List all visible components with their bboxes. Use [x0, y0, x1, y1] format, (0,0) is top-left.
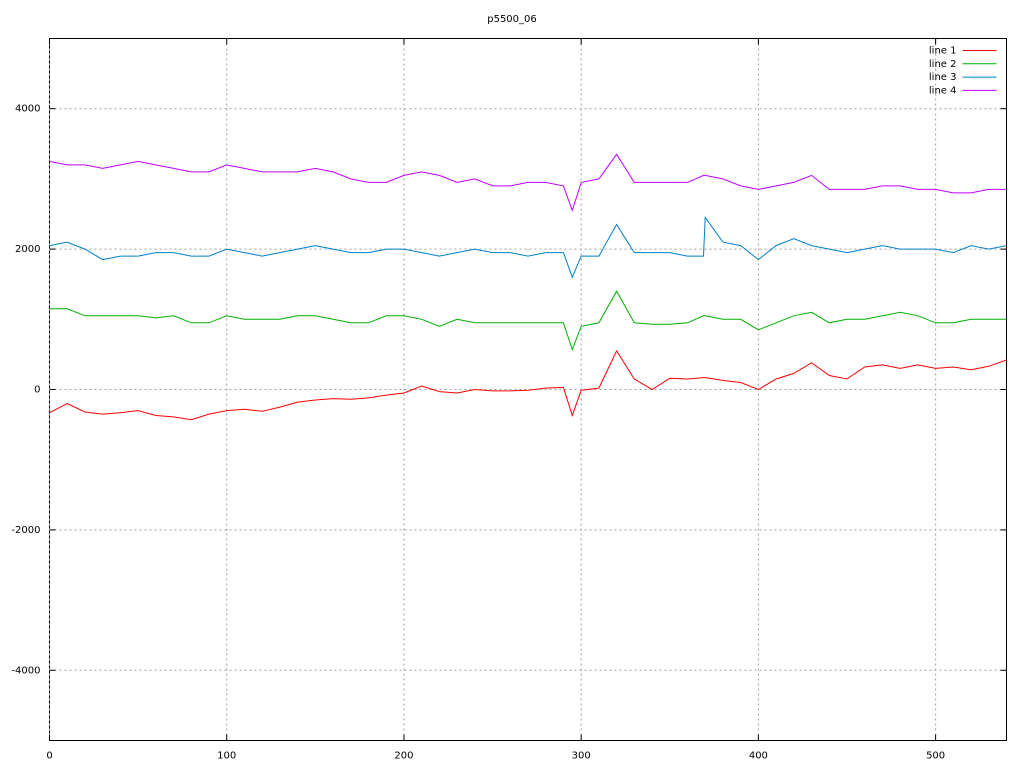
y-tick-label: 4000 [15, 104, 40, 115]
legend-label: line 3 [929, 72, 957, 83]
data-line [49, 216, 1007, 279]
x-tick-label: 200 [394, 751, 413, 762]
legend-label: line 2 [929, 59, 957, 70]
y-tick-label: 2000 [15, 244, 40, 255]
data-line [49, 349, 1007, 421]
y-tick-label: -4000 [11, 665, 40, 676]
x-tick-label: 100 [217, 751, 236, 762]
x-tick-label: 300 [572, 751, 591, 762]
chart-title: p5500_06 [487, 14, 537, 25]
legend-label: line 4 [929, 85, 957, 96]
data-line [49, 290, 1007, 351]
plot-frame [49, 38, 1007, 741]
x-tick-label: 0 [46, 751, 52, 762]
y-tick-label: -2000 [11, 525, 40, 536]
x-tick-label: 400 [749, 751, 768, 762]
legend-label: line 1 [929, 46, 957, 57]
y-tick-label: 0 [34, 385, 40, 396]
data-line [49, 153, 1007, 213]
x-tick-label: 500 [926, 751, 945, 762]
